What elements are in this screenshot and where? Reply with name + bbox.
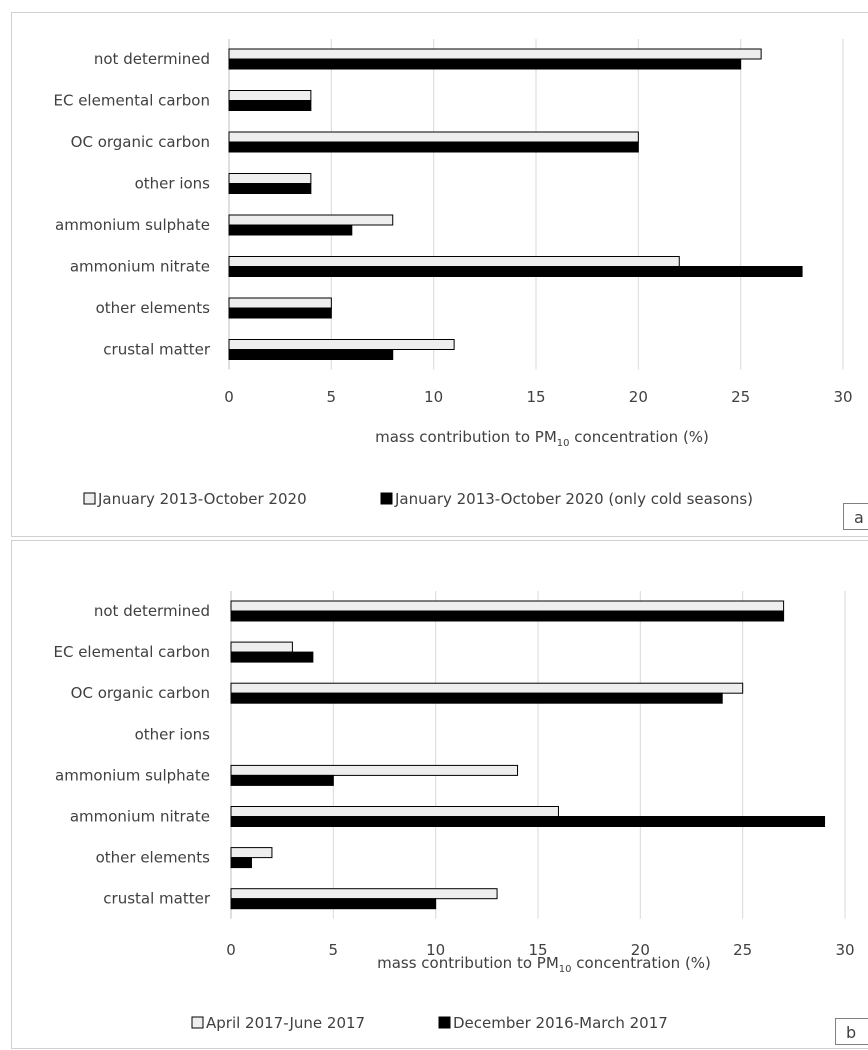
bar-series1 (228, 214, 394, 226)
bar-series1 (230, 847, 273, 859)
bar-series1 (228, 90, 312, 101)
bar-series2 (230, 692, 723, 704)
panel-label-box (843, 503, 868, 530)
legend-label: January 2013-October 2020 (97, 490, 307, 508)
category-label: other elements (96, 299, 211, 317)
bar-series1 (230, 806, 559, 817)
x-tick-label: 5 (327, 388, 337, 406)
category-label: crustal matter (103, 890, 211, 908)
bar-series1 (228, 131, 639, 143)
legend-label: December 2016-March 2017 (453, 1014, 668, 1032)
bar-series1 (230, 682, 744, 694)
panel-label-box (835, 1018, 868, 1045)
category-label: other elements (96, 849, 211, 867)
x-axis-label-prefix: mass contribution to PM (375, 428, 557, 446)
category-label: not determined (94, 50, 210, 68)
bar-series2 (228, 307, 332, 319)
category-label: crustal matter (103, 341, 211, 359)
bar-series2 (230, 816, 826, 827)
x-tick-label: 20 (629, 388, 648, 406)
bar-series1 (230, 600, 785, 612)
panel-label: a (854, 508, 864, 527)
bar-series2 (228, 224, 353, 236)
x-axis-label: mass contribution to PM10 concentration … (375, 428, 709, 449)
legend-label: January 2013-October 2020 (only cold sea… (394, 490, 753, 508)
x-tick-label: 25 (731, 388, 750, 406)
bar-series2 (230, 610, 785, 622)
x-tick-label: 5 (329, 941, 339, 959)
x-axis-label-suffix: concentration (%) (570, 428, 709, 446)
bar-series2 (230, 857, 252, 869)
x-axis-label-subscript: 10 (559, 964, 572, 975)
category-label: EC elemental carbon (53, 92, 210, 110)
bar-series1 (228, 48, 762, 60)
bar-series2 (228, 100, 312, 111)
bar-series1 (230, 764, 519, 776)
x-axis-label: mass contribution to PM10 concentration … (377, 954, 711, 975)
x-tick-label: 30 (833, 388, 852, 406)
x-tick-label: 15 (528, 941, 547, 959)
category-label: ammonium nitrate (70, 258, 210, 276)
bar-series2 (228, 141, 639, 153)
category-label: OC organic carbon (71, 684, 210, 702)
bar-series1 (228, 256, 680, 267)
x-axis-label-prefix: mass contribution to PM (377, 954, 559, 972)
bar-series2 (230, 774, 334, 786)
bar-series1 (228, 173, 312, 184)
category-label: EC elemental carbon (53, 643, 210, 661)
panel-label: b (846, 1023, 856, 1042)
x-tick-label: 25 (733, 941, 752, 959)
category-label: not determined (94, 602, 210, 620)
bar-series2 (228, 266, 803, 277)
chart-panel-a: 0 5 10 15 20 25 30 not determined EC elemental c… (11, 12, 868, 537)
bar-series1 (228, 297, 332, 309)
legend-swatch (438, 1016, 451, 1029)
bar-series1 (228, 339, 455, 350)
legend-swatch (380, 492, 393, 505)
bar-series2 (230, 898, 437, 910)
category-label: ammonium nitrate (70, 808, 210, 826)
legend-label: April 2017-June 2017 (206, 1014, 365, 1032)
legend-swatch (191, 1016, 204, 1029)
bar-series1 (230, 888, 498, 900)
category-label: ammonium sulphate (55, 766, 210, 784)
x-tick-label: 0 (224, 388, 234, 406)
category-label: ammonium sulphate (55, 216, 210, 234)
x-tick-label: 30 (835, 941, 854, 959)
x-axis-label-subscript: 10 (557, 438, 570, 449)
chart-panel-b: 0 5 10 15 20 25 30 not determined EC elemental c… (11, 540, 868, 1049)
bar-series2 (230, 651, 314, 663)
bar-series2 (228, 349, 394, 360)
bar-series2 (228, 58, 742, 70)
bar-series1 (230, 641, 293, 653)
x-tick-label: 0 (226, 941, 236, 959)
bar-series2 (228, 183, 312, 194)
x-tick-label: 15 (526, 388, 545, 406)
x-tick-label: 20 (631, 941, 650, 959)
category-label: other ions (135, 725, 211, 743)
x-tick-label: 10 (424, 388, 443, 406)
panel-frame (11, 540, 868, 1049)
category-label: other ions (135, 175, 211, 193)
legend-swatch (83, 492, 96, 505)
x-axis-label-suffix: concentration (%) (572, 954, 711, 972)
panel-frame (11, 12, 868, 537)
x-tick-label: 10 (426, 941, 445, 959)
category-label: OC organic carbon (71, 133, 210, 151)
